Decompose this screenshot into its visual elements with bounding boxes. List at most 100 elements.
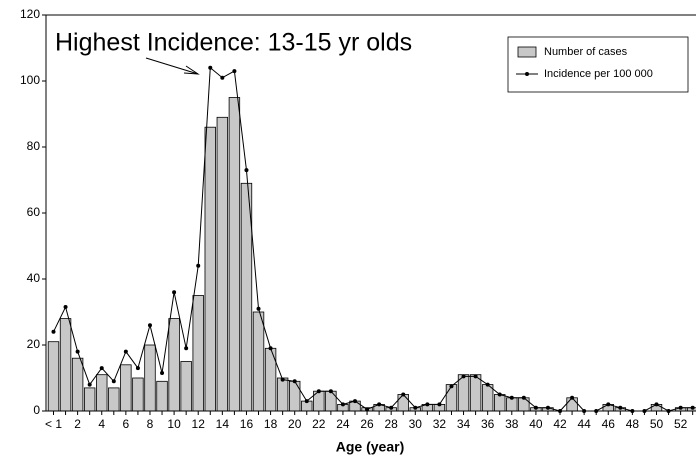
x-tick-label: 40 — [529, 417, 543, 431]
line-point — [111, 379, 116, 384]
line-point — [340, 402, 345, 407]
bar — [276, 377, 289, 412]
line-point — [425, 402, 430, 407]
bar — [96, 374, 108, 412]
y-tick-label: 120 — [20, 7, 40, 21]
y-tick-label: 100 — [20, 73, 40, 87]
bar — [120, 364, 132, 412]
line-point — [377, 402, 382, 407]
bar — [445, 384, 458, 412]
line-point — [545, 405, 550, 410]
legend-swatch-dot — [525, 72, 529, 76]
annotation: Highest Incidence: 13-15 yr olds — [55, 29, 412, 57]
x-tick-label: 38 — [505, 417, 519, 431]
x-tick-label: 50 — [650, 417, 664, 431]
x-tick-label: 24 — [336, 417, 350, 431]
bar — [252, 311, 265, 412]
line-point — [606, 402, 611, 407]
bar — [228, 97, 241, 412]
line-point — [280, 377, 285, 382]
legend-label: Incidence per 100 000 — [544, 68, 653, 80]
bar — [108, 387, 120, 412]
line-point — [232, 69, 237, 74]
x-tick-label: 12 — [192, 417, 206, 431]
line-point — [485, 382, 490, 387]
y-tick-label: 0 — [33, 403, 40, 417]
line-point — [244, 168, 249, 173]
bar — [156, 380, 168, 412]
x-tick-label: 46 — [602, 417, 616, 431]
bar — [47, 341, 60, 412]
x-tick-label: 6 — [123, 417, 130, 431]
x-tick-label: < 1 — [45, 417, 62, 431]
bar — [469, 374, 482, 412]
line-point — [353, 399, 357, 404]
legend-box — [507, 36, 689, 93]
x-tick-label: 16 — [240, 417, 254, 431]
bar — [216, 116, 229, 412]
x-axis-title: Age (year) — [336, 439, 404, 455]
legend-label: Number of cases — [544, 46, 628, 58]
annotation-arrow — [145, 57, 199, 75]
x-tick-label: 4 — [98, 417, 105, 431]
bar — [192, 295, 204, 412]
bar — [325, 390, 337, 412]
line-point — [51, 329, 56, 334]
line-point — [473, 374, 478, 379]
x-tick-label: 48 — [626, 417, 640, 431]
line-point — [678, 405, 683, 410]
x-tick-label: 20 — [288, 417, 302, 431]
line-point — [654, 402, 659, 407]
bar — [288, 380, 301, 412]
x-tick-label: 18 — [264, 417, 278, 431]
line-point — [87, 382, 92, 387]
line-point — [63, 305, 68, 310]
y-tick-label: 40 — [27, 271, 41, 285]
x-tick-label: 32 — [433, 417, 447, 431]
line-point — [690, 405, 695, 410]
line-point — [521, 395, 526, 400]
line-point — [268, 346, 273, 351]
bar — [180, 361, 192, 412]
line-point — [497, 392, 502, 397]
line-point — [389, 405, 394, 410]
bar — [168, 318, 180, 412]
x-tick-label: 36 — [481, 417, 495, 431]
line-point — [618, 405, 623, 410]
bar — [481, 384, 494, 412]
line-point — [208, 65, 213, 70]
line-point — [401, 392, 406, 397]
line-point — [99, 366, 104, 371]
x-tick-label: 52 — [674, 417, 688, 431]
line-point — [316, 389, 321, 394]
line-point — [570, 395, 575, 400]
bar — [144, 344, 156, 412]
line-point — [196, 263, 201, 268]
line-point — [135, 366, 140, 371]
line-point — [147, 323, 152, 328]
line-point — [533, 405, 538, 410]
line-point — [172, 290, 177, 295]
x-tick-label: 42 — [553, 417, 567, 431]
line-point — [220, 75, 225, 80]
x-tick-label: 28 — [385, 417, 399, 431]
line-point — [328, 389, 333, 394]
line-point — [365, 407, 370, 412]
line-point — [509, 395, 514, 400]
bar — [457, 374, 470, 412]
line-point — [123, 349, 128, 354]
line-point — [304, 399, 309, 404]
x-tick-label: 26 — [360, 417, 374, 431]
x-tick-label: 10 — [167, 417, 181, 431]
line-point — [292, 379, 297, 384]
bar — [132, 377, 144, 412]
y-tick-label: 80 — [27, 139, 41, 153]
line-point — [75, 349, 80, 354]
line-point — [413, 405, 418, 410]
x-tick-label: 30 — [409, 417, 423, 431]
line-point — [160, 371, 165, 376]
x-tick-label: 34 — [457, 417, 471, 431]
line-point — [256, 306, 261, 311]
line-point — [437, 402, 442, 407]
